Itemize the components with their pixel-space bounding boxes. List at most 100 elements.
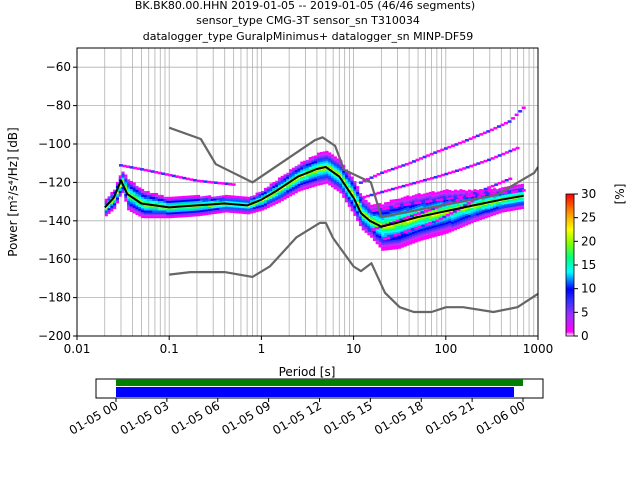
density-cell [188, 195, 192, 198]
density-cell [163, 202, 167, 205]
density-outlier [147, 169, 152, 173]
density-cell [437, 212, 441, 215]
density-cell [347, 198, 351, 202]
y-axis-label: Power [m²/s⁴/Hz] [dB] [6, 127, 20, 256]
density-cell [202, 199, 206, 203]
density-cell [518, 188, 522, 191]
density-outlier [390, 187, 395, 191]
density-cell [437, 231, 441, 235]
density-cell [129, 204, 133, 207]
density-cell [473, 206, 477, 209]
density-cell [411, 222, 416, 225]
density-cell [322, 151, 326, 154]
density-cell [378, 237, 382, 240]
colorbar-tick-label: 5 [581, 305, 589, 319]
density-cell [400, 233, 404, 237]
density-outlier [472, 163, 477, 167]
density-cell [456, 192, 460, 195]
density-cell [283, 191, 287, 194]
density-cell [182, 211, 187, 214]
density-cell [420, 213, 424, 216]
density-cell [135, 189, 139, 192]
density-cell [350, 189, 354, 193]
density-outlier [497, 181, 502, 185]
density-cell [428, 232, 432, 235]
density-outlier [432, 199, 437, 202]
density-cell [378, 243, 382, 246]
density-cell [216, 199, 220, 203]
density-cell [392, 224, 396, 227]
density-cell [423, 197, 427, 200]
density-cell [470, 215, 474, 218]
density-cell [467, 210, 471, 213]
density-cell [392, 230, 396, 233]
y-tick-label: −180 [38, 291, 71, 305]
density-cell [124, 193, 128, 196]
density-cell [406, 214, 410, 217]
density-outlier [422, 178, 427, 182]
density-cell [115, 199, 120, 202]
density-cell [233, 207, 237, 210]
density-cell [400, 224, 404, 227]
density-cell [149, 214, 153, 217]
density-cell [258, 203, 262, 206]
density-cell [199, 196, 203, 199]
density-cell [506, 201, 511, 204]
density-cell [520, 199, 525, 202]
density-cell [266, 196, 270, 199]
density-cell [353, 211, 357, 214]
x-axis-label: Period [s] [279, 365, 336, 379]
density-cell [339, 164, 343, 167]
density-cell [174, 211, 178, 215]
density-cell [476, 209, 480, 212]
density-cell [389, 218, 393, 222]
density-cell [168, 202, 173, 205]
density-cell [423, 203, 427, 206]
density-cell [501, 206, 505, 209]
density-cell [411, 225, 416, 229]
density-cell [146, 208, 150, 211]
density-cell [398, 225, 402, 228]
density-cell [384, 213, 388, 216]
density-cell [149, 196, 153, 200]
density-outlier [394, 166, 399, 170]
density-cell [347, 193, 351, 196]
density-cell [277, 185, 282, 188]
density-cell [403, 238, 407, 241]
density-cell [174, 213, 178, 216]
density-cell [124, 185, 128, 189]
timeline-data-bar [116, 387, 514, 397]
density-cell [280, 189, 284, 192]
density-cell [317, 164, 321, 167]
density-cell [241, 202, 245, 205]
density-cell [275, 186, 279, 189]
density-cell [375, 236, 379, 239]
density-cell [358, 221, 363, 225]
colorbar-tick-label: 20 [581, 234, 596, 248]
density-cell [208, 210, 212, 213]
density-cell [420, 236, 424, 239]
density-cell [328, 163, 332, 167]
density-cell [205, 201, 209, 204]
density-cell [364, 228, 368, 231]
density-cell [439, 200, 444, 203]
density-cell [406, 222, 410, 225]
density-cell [437, 208, 441, 212]
density-outlier [487, 189, 492, 192]
density-cell [317, 179, 321, 182]
density-cell [509, 208, 513, 212]
density-cell [247, 206, 251, 209]
density-cell [372, 215, 376, 218]
density-cell [157, 198, 161, 201]
density-cell [286, 195, 290, 198]
density-cell [451, 221, 455, 224]
density-cell [194, 206, 198, 209]
density-cell [325, 168, 329, 171]
density-cell [303, 162, 307, 165]
density-cell [180, 201, 184, 205]
density-cell [135, 185, 139, 189]
density-cell [219, 199, 223, 202]
density-cell [515, 205, 519, 209]
density-cell [434, 232, 438, 235]
density-cell [425, 231, 430, 234]
